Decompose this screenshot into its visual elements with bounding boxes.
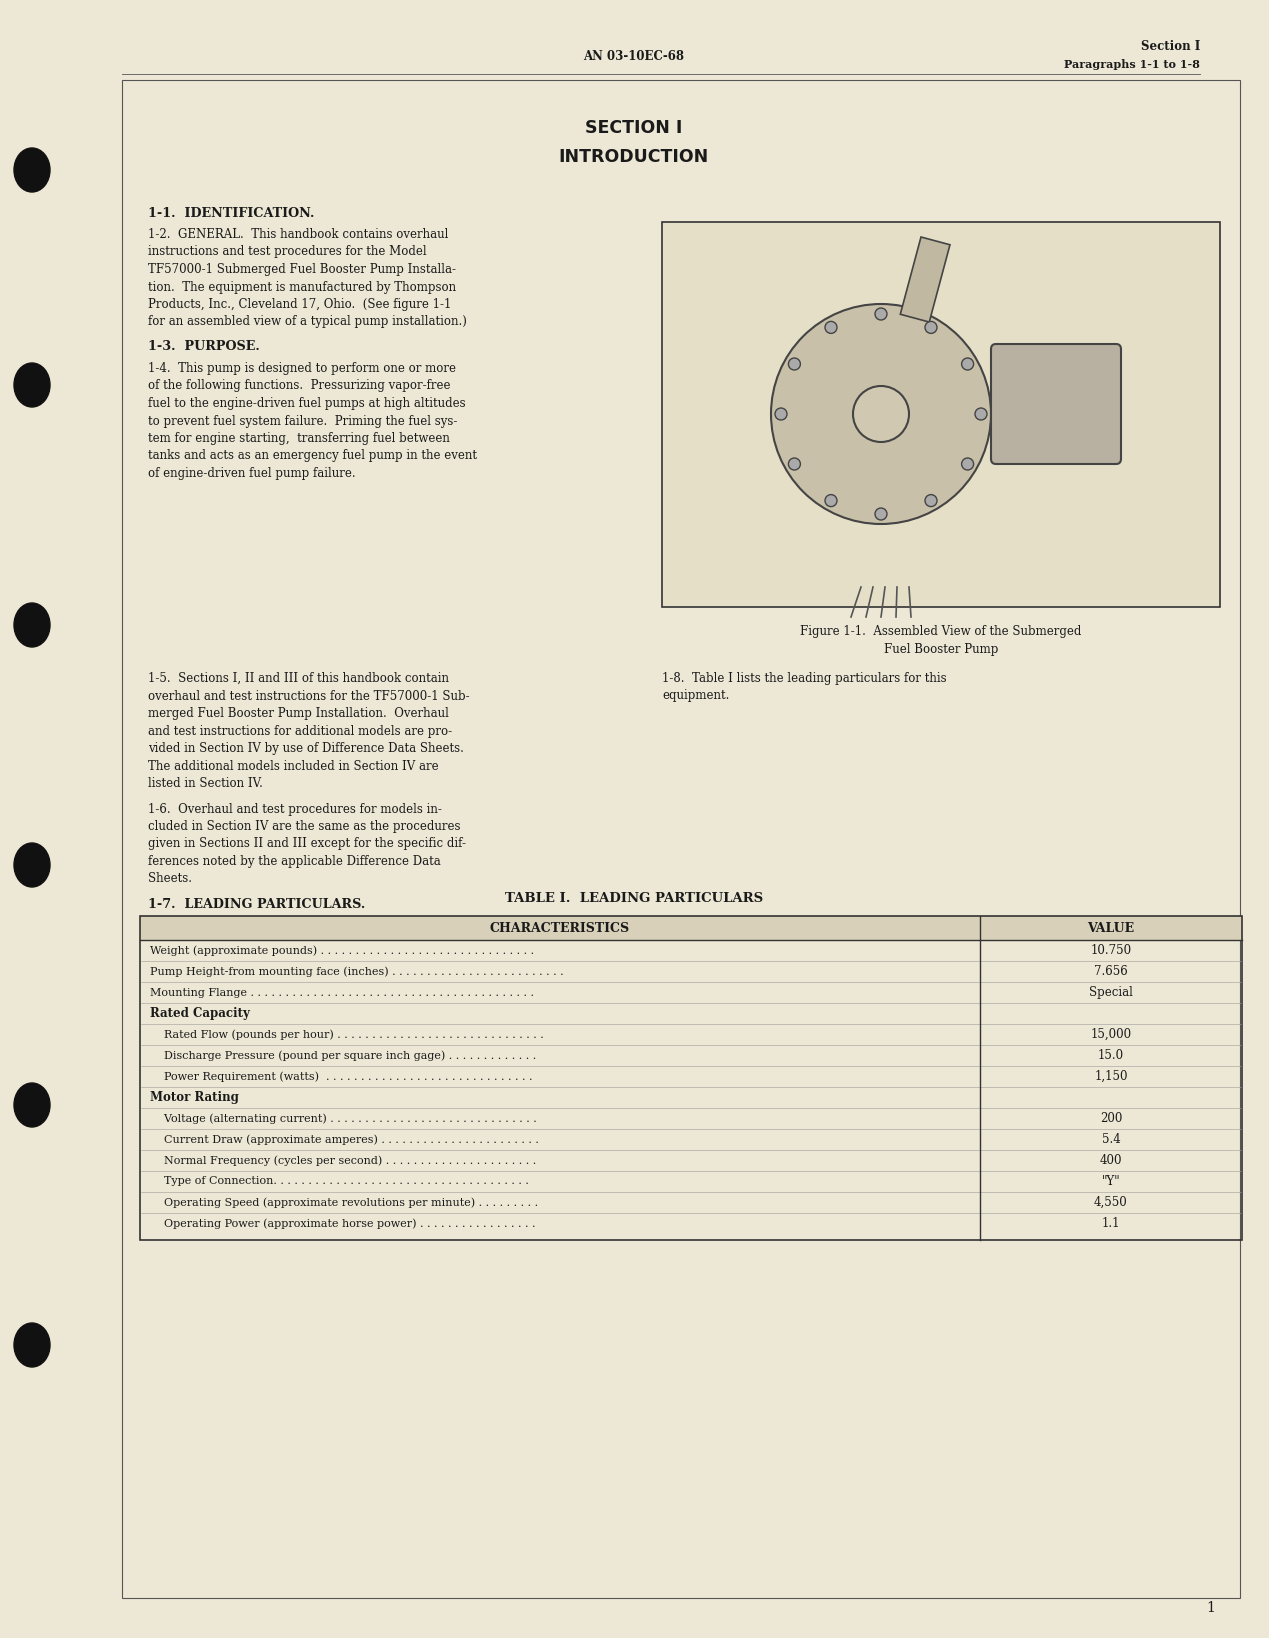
Circle shape — [975, 408, 987, 419]
Text: 1: 1 — [1206, 1600, 1214, 1615]
Ellipse shape — [14, 603, 49, 647]
Text: Normal Frequency (cycles per second) . . . . . . . . . . . . . . . . . . . . . .: Normal Frequency (cycles per second) . .… — [150, 1155, 537, 1166]
Circle shape — [825, 321, 838, 334]
Text: CHARACTERISTICS: CHARACTERISTICS — [490, 922, 631, 935]
Text: 400: 400 — [1100, 1155, 1122, 1166]
Text: Rated Capacity: Rated Capacity — [150, 1007, 250, 1020]
Text: TABLE I.  LEADING PARTICULARS: TABLE I. LEADING PARTICULARS — [505, 893, 763, 906]
Text: merged Fuel Booster Pump Installation.  Overhaul: merged Fuel Booster Pump Installation. O… — [148, 708, 449, 721]
Ellipse shape — [14, 147, 49, 192]
Circle shape — [788, 459, 801, 470]
Text: Operating Speed (approximate revolutions per minute) . . . . . . . . .: Operating Speed (approximate revolutions… — [150, 1197, 538, 1207]
Ellipse shape — [14, 844, 49, 888]
Text: 10.750: 10.750 — [1090, 943, 1132, 957]
Circle shape — [925, 495, 937, 506]
Text: tem for engine starting,  transferring fuel between: tem for engine starting, transferring fu… — [148, 432, 450, 446]
Text: Type of Connection. . . . . . . . . . . . . . . . . . . . . . . . . . . . . . . : Type of Connection. . . . . . . . . . . … — [150, 1176, 529, 1186]
Text: instructions and test procedures for the Model: instructions and test procedures for the… — [148, 246, 426, 259]
Text: Current Draw (approximate amperes) . . . . . . . . . . . . . . . . . . . . . . .: Current Draw (approximate amperes) . . .… — [150, 1133, 539, 1145]
Bar — [900, 238, 950, 323]
Text: 1-1.  IDENTIFICATION.: 1-1. IDENTIFICATION. — [148, 206, 315, 219]
Text: Fuel Booster Pump: Fuel Booster Pump — [883, 644, 999, 655]
Text: Weight (approximate pounds) . . . . . . . . . . . . . . . . . . . . . . . . . . : Weight (approximate pounds) . . . . . . … — [150, 945, 534, 957]
Text: INTRODUCTION: INTRODUCTION — [558, 147, 709, 165]
Text: fuel to the engine-driven fuel pumps at high altitudes: fuel to the engine-driven fuel pumps at … — [148, 396, 466, 410]
Text: Paragraphs 1-1 to 1-8: Paragraphs 1-1 to 1-8 — [1065, 59, 1200, 69]
Text: tanks and acts as an emergency fuel pump in the event: tanks and acts as an emergency fuel pump… — [148, 449, 477, 462]
Text: 1.1: 1.1 — [1101, 1217, 1121, 1230]
Text: 15,000: 15,000 — [1090, 1029, 1132, 1042]
Text: ferences noted by the applicable Difference Data: ferences noted by the applicable Differe… — [148, 855, 440, 868]
Text: Operating Power (approximate horse power) . . . . . . . . . . . . . . . . .: Operating Power (approximate horse power… — [150, 1219, 536, 1228]
Text: Power Requirement (watts)  . . . . . . . . . . . . . . . . . . . . . . . . . . .: Power Requirement (watts) . . . . . . . … — [150, 1071, 533, 1081]
Text: 15.0: 15.0 — [1098, 1048, 1124, 1061]
Text: to prevent fuel system failure.  Priming the fuel sys-: to prevent fuel system failure. Priming … — [148, 414, 457, 428]
Text: 1-6.  Overhaul and test procedures for models in-: 1-6. Overhaul and test procedures for mo… — [148, 803, 442, 816]
Text: 200: 200 — [1100, 1112, 1122, 1125]
Text: for an assembled view of a typical pump installation.): for an assembled view of a typical pump … — [148, 316, 467, 329]
Text: 1-2.  GENERAL.  This handbook contains overhaul: 1-2. GENERAL. This handbook contains ove… — [148, 228, 448, 241]
FancyBboxPatch shape — [991, 344, 1121, 464]
Text: equipment.: equipment. — [662, 690, 730, 703]
Text: given in Sections II and III except for the specific dif-: given in Sections II and III except for … — [148, 837, 466, 850]
Ellipse shape — [14, 364, 49, 406]
Bar — [140, 916, 1242, 940]
Text: "Y": "Y" — [1101, 1174, 1121, 1188]
Text: Mounting Flange . . . . . . . . . . . . . . . . . . . . . . . . . . . . . . . . : Mounting Flange . . . . . . . . . . . . … — [150, 988, 534, 998]
Text: Special: Special — [1089, 986, 1133, 999]
Text: 5.4: 5.4 — [1101, 1133, 1121, 1147]
Text: 4,550: 4,550 — [1094, 1196, 1128, 1209]
Text: Rated Flow (pounds per hour) . . . . . . . . . . . . . . . . . . . . . . . . . .: Rated Flow (pounds per hour) . . . . . .… — [150, 1029, 543, 1040]
Text: 1,150: 1,150 — [1094, 1070, 1128, 1083]
Text: 1-7.  LEADING PARTICULARS.: 1-7. LEADING PARTICULARS. — [148, 898, 365, 911]
Text: of the following functions.  Pressurizing vapor-free: of the following functions. Pressurizing… — [148, 380, 450, 393]
Text: TF57000-1 Submerged Fuel Booster Pump Installa-: TF57000-1 Submerged Fuel Booster Pump In… — [148, 264, 456, 275]
Text: Pump Height-from mounting face (inches) . . . . . . . . . . . . . . . . . . . . : Pump Height-from mounting face (inches) … — [150, 966, 563, 976]
Circle shape — [962, 459, 973, 470]
Ellipse shape — [14, 1083, 49, 1127]
Circle shape — [925, 321, 937, 334]
Text: 1-8.  Table I lists the leading particulars for this: 1-8. Table I lists the leading particula… — [662, 672, 947, 685]
Text: and test instructions for additional models are pro-: and test instructions for additional mod… — [148, 724, 452, 737]
Ellipse shape — [14, 1324, 49, 1368]
Text: of engine-driven fuel pump failure.: of engine-driven fuel pump failure. — [148, 467, 355, 480]
Circle shape — [788, 359, 801, 370]
Text: Sheets.: Sheets. — [148, 873, 192, 886]
Text: vided in Section IV by use of Difference Data Sheets.: vided in Section IV by use of Difference… — [148, 742, 464, 755]
Text: Motor Rating: Motor Rating — [150, 1091, 239, 1104]
Text: Products, Inc., Cleveland 17, Ohio.  (See figure 1-1: Products, Inc., Cleveland 17, Ohio. (See… — [148, 298, 452, 311]
Text: 1-5.  Sections I, II and III of this handbook contain: 1-5. Sections I, II and III of this hand… — [148, 672, 449, 685]
Text: 1-4.  This pump is designed to perform one or more: 1-4. This pump is designed to perform on… — [148, 362, 456, 375]
Text: SECTION I: SECTION I — [585, 120, 683, 138]
Circle shape — [825, 495, 838, 506]
Circle shape — [775, 408, 787, 419]
Text: 7.656: 7.656 — [1094, 965, 1128, 978]
Text: The additional models included in Section IV are: The additional models included in Sectio… — [148, 760, 439, 773]
Text: tion.  The equipment is manufactured by Thompson: tion. The equipment is manufactured by T… — [148, 280, 456, 293]
Circle shape — [772, 305, 991, 524]
Text: cluded in Section IV are the same as the procedures: cluded in Section IV are the same as the… — [148, 821, 461, 834]
Text: listed in Section IV.: listed in Section IV. — [148, 776, 263, 790]
Text: Figure 1-1.  Assembled View of the Submerged: Figure 1-1. Assembled View of the Submer… — [801, 626, 1081, 637]
Text: VALUE: VALUE — [1088, 922, 1134, 935]
Circle shape — [876, 308, 887, 319]
Circle shape — [962, 359, 973, 370]
Bar — [140, 916, 1242, 1240]
Text: overhaul and test instructions for the TF57000-1 Sub-: overhaul and test instructions for the T… — [148, 690, 470, 703]
Circle shape — [853, 387, 909, 442]
Bar — [122, 80, 1240, 1599]
Text: 1-3.  PURPOSE.: 1-3. PURPOSE. — [148, 341, 260, 354]
Text: Section I: Section I — [1141, 39, 1200, 52]
Circle shape — [876, 508, 887, 519]
Bar — [662, 223, 1220, 608]
Text: Voltage (alternating current) . . . . . . . . . . . . . . . . . . . . . . . . . : Voltage (alternating current) . . . . . … — [150, 1114, 537, 1124]
Text: AN 03-10EC-68: AN 03-10EC-68 — [584, 51, 684, 64]
Text: Discharge Pressure (pound per square inch gage) . . . . . . . . . . . . .: Discharge Pressure (pound per square inc… — [150, 1050, 537, 1061]
